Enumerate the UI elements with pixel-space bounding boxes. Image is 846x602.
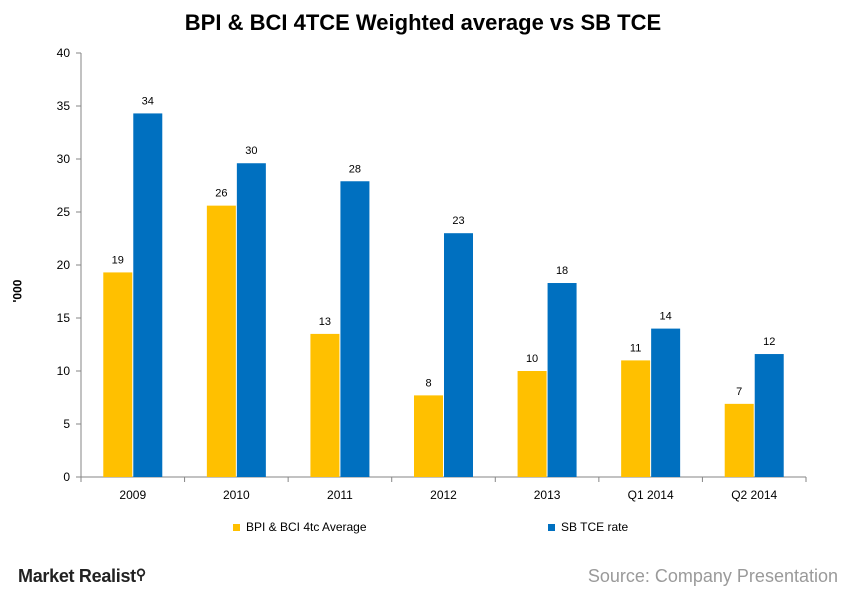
bar-bpi-bci: [414, 395, 443, 477]
data-label: 30: [245, 145, 257, 157]
x-tick-label: Q2 2014: [731, 488, 777, 502]
legend-label-bpi-bci: BPI & BCI 4tc Average: [246, 520, 367, 534]
bar-bpi-bci: [103, 272, 133, 477]
y-tick-label: 5: [63, 417, 70, 431]
data-label: 11: [630, 342, 641, 354]
y-tick-label: 35: [57, 99, 71, 113]
bar-sb-tce: [651, 328, 681, 477]
bar-sb-tce: [754, 354, 784, 477]
data-label: 19: [112, 254, 124, 266]
y-tick-label: 0: [63, 470, 70, 484]
bar-bpi-bci: [621, 360, 651, 477]
x-tick-label: 2011: [327, 488, 353, 502]
data-label: 14: [660, 311, 672, 323]
legend-item-sb-tce: SB TCE rate: [548, 520, 628, 534]
bar-sb-tce: [340, 181, 370, 477]
y-tick-label: 30: [57, 152, 71, 166]
magnifier-icon: ⚲: [135, 566, 146, 582]
legend-swatch-sb-tce: [548, 523, 555, 531]
y-tick-label: 20: [57, 258, 71, 272]
data-label: 34: [142, 95, 154, 107]
bar-sb-tce: [547, 283, 577, 477]
y-tick-label: 15: [57, 311, 71, 325]
data-label: 10: [526, 353, 538, 365]
x-tick-label: 2009: [119, 488, 146, 502]
legend: BPI & BCI 4tc Average SB TCE rate: [0, 520, 846, 540]
y-tick-label: 40: [57, 46, 71, 60]
data-label: 7: [736, 386, 742, 398]
data-label: 18: [556, 265, 568, 277]
y-tick-label: 10: [57, 364, 71, 378]
data-label: 23: [452, 215, 464, 227]
data-label: 28: [349, 163, 361, 175]
logo-text: Market Realist: [18, 566, 136, 586]
legend-label-sb-tce: SB TCE rate: [561, 520, 629, 534]
x-tick-label: 2010: [223, 488, 250, 502]
y-tick-label: 25: [57, 205, 71, 219]
bar-chart: 0 5 10 15 20 25 30 35 40 2009 19 34 2010 26 30 2011 13 28…: [57, 46, 807, 502]
data-label: 8: [425, 377, 431, 389]
bar-bpi-bci: [206, 205, 236, 477]
bar-bpi-bci: [310, 333, 340, 477]
market-realist-logo: Market Realist⚲: [18, 566, 146, 587]
legend-item-bpi-bci: BPI & BCI 4tc Average: [233, 520, 367, 534]
bar-bpi-bci: [724, 403, 754, 477]
data-label: 26: [215, 188, 227, 200]
source-note: Source: Company Presentation: [587, 566, 838, 586]
bar-bpi-bci: [517, 371, 547, 477]
bar-sb-tce: [444, 233, 473, 477]
x-tick-label: Q1 2014: [628, 488, 674, 502]
x-tick-label: 2013: [534, 488, 561, 502]
bar-sb-tce: [133, 113, 163, 478]
data-label: 13: [319, 316, 331, 328]
data-label: 12: [763, 336, 775, 348]
bar-sb-tce: [236, 163, 266, 478]
x-tick-label: 2012: [430, 488, 457, 502]
chart-title: BPI & BCI 4TCE Weighted average vs SB TC…: [184, 10, 662, 35]
legend-swatch-bpi-bci: [233, 523, 240, 531]
